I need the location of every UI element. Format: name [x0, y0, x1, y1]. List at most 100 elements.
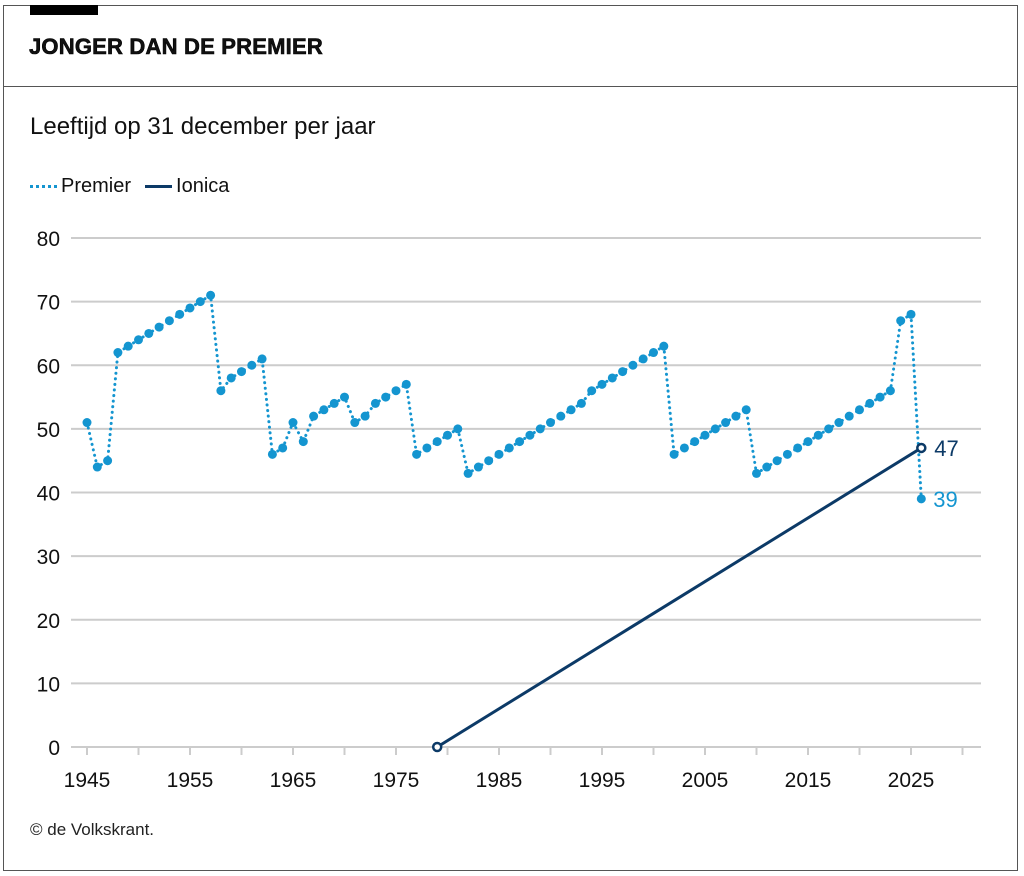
premier-point	[690, 437, 700, 447]
premier-point	[546, 418, 555, 428]
y-tick-label: 40	[37, 483, 60, 506]
premier-point	[226, 373, 236, 383]
chart-subtitle: Leeftijd op 31 december per jaar	[30, 113, 376, 140]
y-tick-label: 20	[37, 610, 60, 633]
legend-item-premier: Premier	[30, 175, 131, 198]
x-tick-label: 2025	[888, 769, 935, 792]
premier-point	[82, 418, 92, 428]
premier-point	[916, 494, 926, 504]
premier-point	[772, 456, 782, 466]
premier-point	[247, 360, 257, 370]
premier-point	[154, 322, 164, 332]
premier-point	[278, 443, 288, 453]
y-tick-label: 30	[37, 546, 60, 569]
x-tick-label: 1975	[373, 769, 420, 792]
premier-point	[896, 316, 906, 326]
premier-point	[834, 418, 844, 428]
premier-point	[566, 405, 576, 415]
premier-point	[618, 367, 628, 377]
y-tick-label: 80	[37, 228, 60, 251]
premier-point	[432, 437, 442, 447]
premier-point	[216, 386, 226, 396]
premier-point	[185, 303, 195, 313]
premier-point	[525, 430, 535, 440]
premier-point	[628, 360, 638, 370]
premier-point	[721, 418, 731, 428]
premier-point	[298, 437, 308, 447]
premier-point	[134, 335, 143, 345]
premier-point	[535, 424, 545, 434]
chart-title: JONGER DAN DE PREMIER	[29, 34, 323, 60]
header	[3, 5, 1018, 87]
x-tick-label: 2005	[682, 769, 729, 792]
premier-point	[844, 411, 854, 421]
premier-point	[731, 411, 741, 421]
premier-point	[710, 424, 720, 434]
legend-label-ionica: Ionica	[176, 175, 230, 197]
premier-point	[875, 392, 885, 402]
premier-point	[340, 392, 349, 402]
premier-point	[175, 309, 185, 319]
premier-point	[576, 398, 586, 408]
premier-point	[473, 462, 483, 472]
x-tick-label: 1965	[270, 769, 317, 792]
premier-point	[267, 449, 277, 459]
premier-point	[494, 449, 504, 459]
legend-item-ionica: Ionica	[145, 175, 229, 198]
premier-point	[762, 462, 772, 472]
premier-point	[370, 398, 380, 408]
premier-point	[824, 424, 834, 434]
premier-point	[391, 386, 401, 396]
premier-point	[257, 354, 267, 364]
premier-point	[329, 398, 339, 408]
premier-point	[206, 290, 216, 300]
y-tick-label: 60	[37, 355, 60, 378]
y-tick-label: 70	[37, 292, 60, 315]
premier-point	[401, 379, 411, 389]
chart-frame	[3, 5, 1018, 871]
premier-point	[412, 449, 422, 459]
ionica-end-label: 47	[934, 436, 958, 461]
premier-point	[123, 341, 133, 351]
premier-point	[659, 341, 669, 351]
premier-point	[422, 443, 432, 453]
ionica-line	[436, 446, 923, 749]
y-tick-label: 0	[48, 737, 60, 760]
premier-point	[164, 316, 174, 326]
premier-point	[144, 328, 154, 338]
premier-point	[813, 430, 823, 440]
premier-point	[679, 443, 689, 453]
premier-point	[793, 443, 803, 453]
header-accent-bar	[30, 5, 98, 15]
x-tick-label: 1945	[64, 769, 111, 792]
premier-point	[350, 418, 360, 428]
premier-point	[443, 430, 452, 440]
copyright-footer: © de Volkskrant.	[30, 820, 155, 839]
premier-point	[453, 424, 463, 434]
y-tick-label: 50	[37, 419, 60, 442]
premier-point	[587, 386, 597, 396]
premier-point	[855, 405, 864, 415]
legend-swatch-premier	[30, 185, 57, 188]
premier-point	[113, 348, 123, 358]
premier-point	[782, 449, 792, 459]
premier-point	[360, 411, 370, 421]
premier-end-label: 39	[933, 487, 957, 512]
legend: Premier Ionica	[30, 175, 243, 198]
premier-point	[319, 405, 329, 415]
premier-point	[463, 468, 473, 478]
premier-point	[484, 456, 494, 466]
premier-point	[309, 411, 319, 421]
x-tick-label: 1985	[476, 769, 523, 792]
x-tick-label: 1955	[167, 769, 214, 792]
premier-point	[103, 456, 113, 466]
premier-point	[638, 354, 648, 364]
premier-point	[803, 437, 813, 447]
premier-point	[597, 379, 607, 389]
premier-point	[288, 418, 298, 428]
premier-point	[504, 443, 514, 453]
premier-point	[741, 405, 751, 415]
ionica-start-marker	[431, 741, 443, 753]
premier-point	[556, 411, 566, 421]
